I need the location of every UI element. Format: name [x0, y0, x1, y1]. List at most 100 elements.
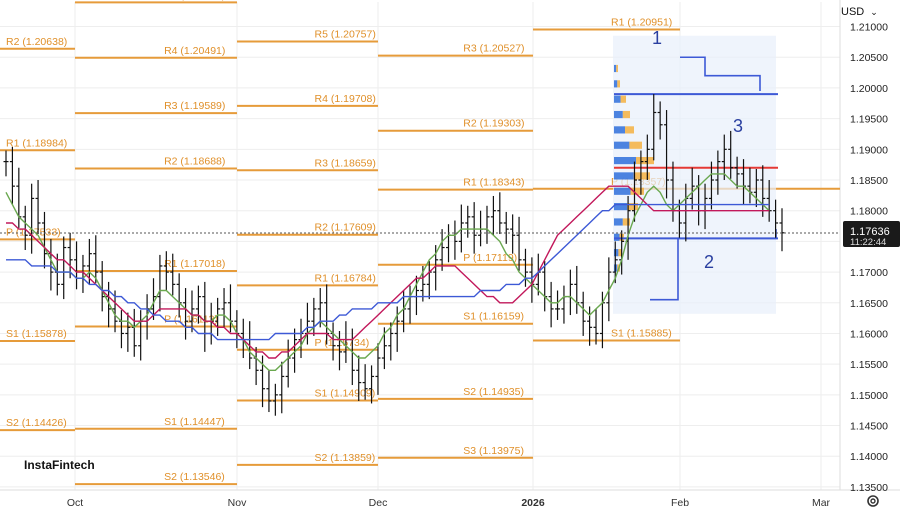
grid [0, 0, 900, 491]
currency-label: USD [841, 6, 865, 18]
price-bar [715, 150, 721, 195]
time-tick-label: Feb [671, 497, 689, 509]
price-bar [587, 306, 593, 346]
profile-bin-sell [630, 187, 644, 195]
wave-label-3: 3 [733, 116, 743, 136]
price-bar [3, 150, 9, 177]
pivot-label: R3 (1.19589) [164, 100, 225, 112]
volume-profile [613, 35, 778, 314]
wave-label-1: 1 [652, 28, 662, 48]
price-bar [195, 285, 201, 324]
price-bar [189, 290, 195, 333]
profile-bin-sell [622, 110, 630, 119]
price-tick-label: 1.14000 [850, 451, 888, 463]
price-bar [612, 241, 618, 284]
profile-bin-buy [614, 95, 621, 103]
price-tick-label: 1.19500 [850, 114, 888, 126]
profile-bin-sell [625, 126, 634, 134]
price-bar [593, 308, 599, 345]
price-bar [728, 130, 734, 179]
price-bar [336, 331, 342, 371]
profile-bin-buy [614, 80, 618, 88]
time-axis[interactable]: Oct Nov Dec 2026 Feb Mar [67, 497, 831, 509]
price-bar [548, 281, 554, 328]
sma-blue-line [6, 203, 770, 341]
price-bar [375, 343, 381, 395]
price-tick-label: 1.15000 [850, 390, 888, 402]
pivot-label: R2 (1.18688) [164, 155, 225, 167]
profile-bin-sell [622, 218, 630, 226]
profile-outline-upper [680, 56, 761, 92]
pivot-label: S1 (1.15878) [6, 328, 67, 340]
pivot-label: R1 (1.18984) [6, 137, 67, 149]
sma-green-line [5, 173, 770, 371]
price-bar [22, 205, 28, 250]
profile-bin-buy [614, 156, 636, 165]
price-bar [510, 214, 516, 254]
price-axis[interactable]: 1.21000 1.20500 1.20000 1.19500 1.19000 1.185… [843, 22, 900, 494]
pivot-label: R2 (1.20638) [6, 36, 67, 48]
price-bar [708, 161, 714, 210]
price-bar [760, 165, 766, 217]
profile-bin-sell [618, 249, 622, 257]
price-tick-label: 1.17000 [850, 267, 888, 279]
profile-bin-sell [617, 80, 620, 88]
time-tick-label: Dec [369, 497, 388, 509]
profile-bin-buy [614, 126, 625, 134]
price-tick-label: 1.18000 [850, 206, 888, 218]
pivot-label: P (1.16113) [164, 314, 218, 326]
current-price-tag [843, 221, 900, 248]
pivot-label: S2 (1.13546) [164, 471, 225, 483]
price-bar [266, 370, 272, 413]
price-bar [163, 251, 169, 291]
pivot-label: R2 (1.19303) [463, 118, 524, 130]
price-bar [292, 328, 298, 373]
price-bar [516, 216, 522, 271]
price-bar [773, 199, 779, 238]
pivot-label: S2 (1.14935) [463, 386, 524, 398]
profile-bin-sell [633, 172, 650, 180]
profile-bin-buy [614, 64, 617, 73]
profile-bin-buy [614, 172, 634, 180]
time-tick-label: 2026 [521, 497, 545, 509]
profile-bin-buy [614, 187, 631, 195]
moving-averages [5, 173, 770, 371]
pivot-label: R5 (1.21393) [164, 0, 225, 1]
price-tick-label: 1.13500 [850, 482, 888, 494]
price-bar [61, 236, 67, 300]
sma-red-line [6, 185, 770, 359]
profile-bin-sell [616, 64, 618, 73]
pivot-label: R1 (1.20951) [611, 17, 672, 29]
price-bar [125, 312, 131, 352]
pivot-label: R4 (1.20491) [164, 45, 225, 57]
price-bar [157, 254, 163, 312]
pivot-label: S1 (1.15885) [611, 328, 672, 340]
price-bar [112, 290, 118, 333]
price-tick-label: 1.21000 [850, 22, 888, 34]
price-bar [93, 235, 99, 284]
price-bar [369, 365, 375, 404]
price-bar [664, 110, 670, 199]
pivot-label: S1 (1.14447) [164, 416, 225, 428]
price-bar [490, 195, 496, 236]
pivot-label: R1 (1.16784) [315, 272, 376, 284]
price-bar [221, 288, 227, 328]
time-tick-label: Nov [228, 497, 247, 509]
currency-selector[interactable]: USD ⌄ [841, 3, 891, 21]
pivot-label: S1 (1.14909) [315, 387, 376, 399]
profile-bin-buy [614, 249, 619, 257]
pivot-label: R4 (1.19708) [315, 93, 376, 105]
price-bar [721, 134, 727, 181]
profile-bin-buy [614, 110, 623, 119]
profile-bin-buy [614, 218, 623, 226]
price-bar [279, 361, 285, 414]
profile-bin-sell [627, 203, 638, 211]
price-tick-label: 1.20000 [850, 83, 888, 95]
price-bar [651, 94, 657, 161]
countdown-timer: 11:22:44 [850, 237, 886, 248]
price-tick-label: 1.15500 [850, 359, 888, 371]
time-tick-label: Oct [67, 497, 83, 509]
gear-icon[interactable] [866, 494, 880, 508]
profile-bin-sell [629, 141, 642, 149]
